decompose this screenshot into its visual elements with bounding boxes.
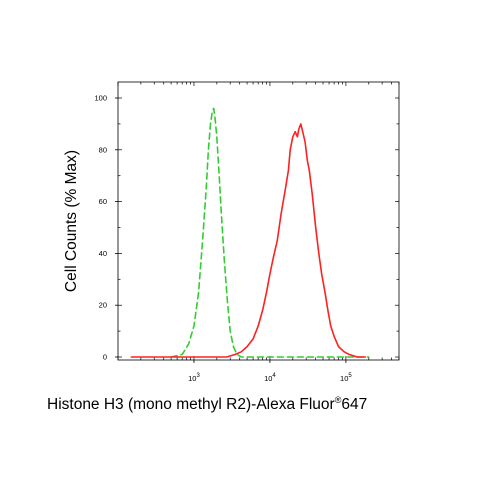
y-axis-ticks: 0 20 40 60 80 100 bbox=[94, 94, 118, 362]
minor-ticks bbox=[117, 82, 400, 360]
y-axis-label: Cell Counts (% Max) bbox=[63, 150, 80, 292]
plot-frame bbox=[117, 81, 400, 361]
y-tick-label: 60 bbox=[99, 197, 107, 206]
y-tick-label: 20 bbox=[99, 301, 107, 310]
control-histogram-line bbox=[170, 107, 370, 358]
series-layer bbox=[130, 107, 370, 358]
registered-mark: ® bbox=[335, 395, 342, 405]
y-tick-label: 80 bbox=[99, 145, 107, 154]
x-tick-label: 103 bbox=[188, 373, 200, 383]
stained-histogram-line bbox=[130, 123, 367, 358]
x-axis-label: Histone H3 (mono methyl R2)-Alexa Fluor®… bbox=[47, 395, 367, 413]
y-tick-label: 100 bbox=[94, 94, 107, 103]
y-tick-label: 0 bbox=[103, 353, 107, 362]
x-tick-label: 105 bbox=[340, 373, 352, 383]
x-axis-label-main: Histone H3 (mono methyl R2)-Alexa Fluor bbox=[47, 396, 335, 413]
y-tick-label: 40 bbox=[99, 249, 107, 258]
x-tick-label: 104 bbox=[264, 373, 276, 383]
x-axis-ticks: 103 104 105 bbox=[188, 360, 352, 383]
x-axis-label-suffix: 647 bbox=[341, 396, 367, 413]
